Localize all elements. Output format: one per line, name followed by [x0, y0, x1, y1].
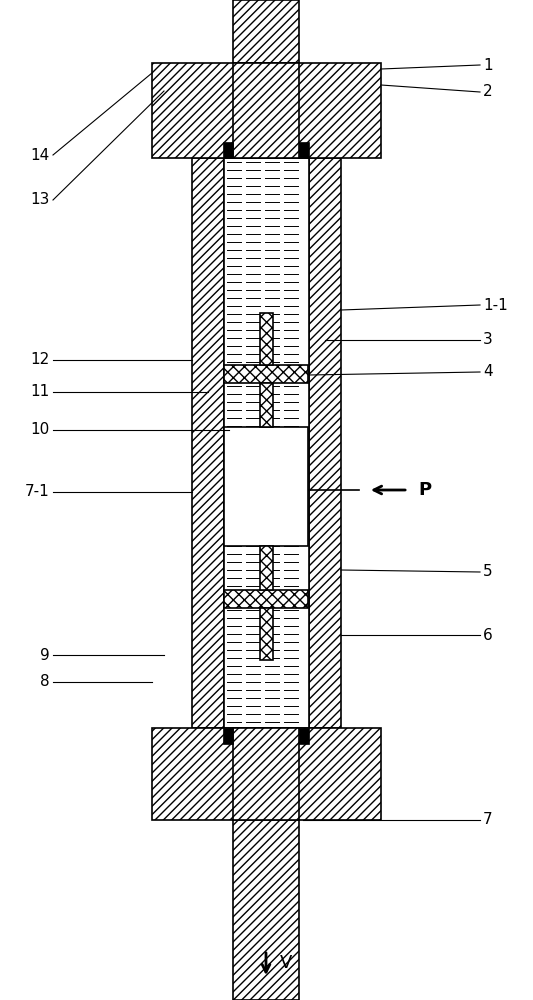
Bar — [224, 158, 309, 728]
Text: 11: 11 — [31, 384, 50, 399]
Text: 8: 8 — [41, 674, 50, 690]
Bar — [260, 313, 273, 365]
Text: 9: 9 — [41, 648, 50, 662]
Bar — [260, 546, 273, 590]
Bar — [192, 158, 224, 728]
Bar — [223, 142, 233, 158]
Bar — [260, 383, 273, 427]
Bar — [224, 427, 308, 546]
Bar — [233, 820, 299, 1000]
Bar — [233, 0, 299, 63]
Text: 7: 7 — [483, 812, 492, 828]
Text: 4: 4 — [483, 364, 492, 379]
Text: 3: 3 — [483, 332, 492, 348]
Bar — [309, 158, 341, 728]
Text: 7-1: 7-1 — [25, 485, 50, 499]
Bar — [223, 728, 233, 744]
Bar — [233, 63, 299, 158]
Bar — [260, 608, 273, 660]
Text: 6: 6 — [483, 628, 492, 643]
Text: 1-1: 1-1 — [483, 298, 508, 312]
Text: 1: 1 — [483, 57, 492, 73]
Bar — [152, 728, 381, 820]
Bar — [233, 728, 299, 820]
Text: P: P — [418, 481, 431, 499]
Text: 13: 13 — [30, 192, 50, 208]
Text: V: V — [280, 954, 293, 972]
Bar — [152, 63, 381, 158]
Text: 10: 10 — [31, 422, 50, 438]
Bar — [224, 365, 308, 383]
Bar — [299, 142, 309, 158]
Text: 5: 5 — [483, 564, 492, 580]
Bar — [224, 590, 308, 608]
Text: 12: 12 — [31, 353, 50, 367]
Text: 2: 2 — [483, 85, 492, 100]
Text: 14: 14 — [31, 147, 50, 162]
Bar — [299, 728, 309, 744]
